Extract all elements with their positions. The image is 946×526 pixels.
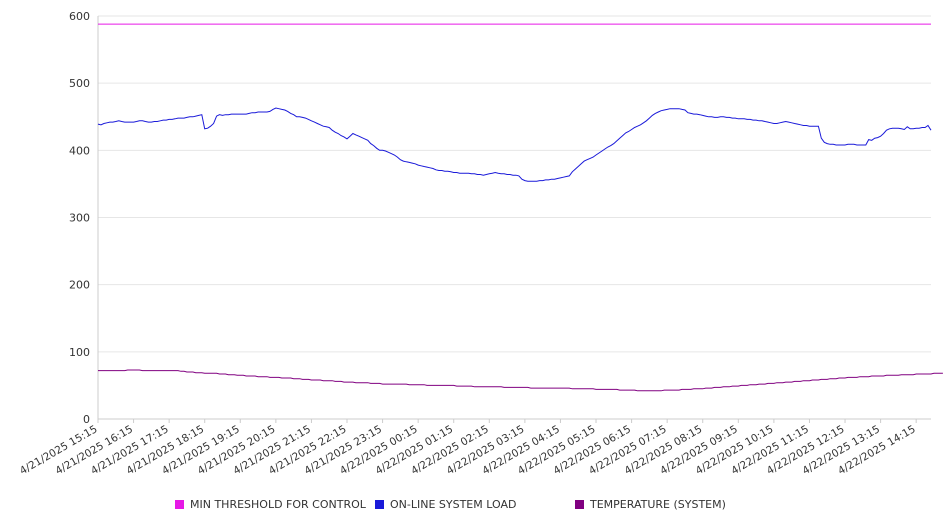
legend-item[interactable]: ON-LINE SYSTEM LOAD: [375, 498, 516, 511]
x-axis-tick-labels: 4/21/2025 15:154/21/2025 16:154/21/2025 …: [18, 419, 918, 477]
y-tick-label: 500: [69, 77, 90, 90]
y-tick-label: 100: [69, 346, 90, 359]
chart-legend: MIN THRESHOLD FOR CONTROL ON-LINE SYSTEM…: [0, 498, 946, 512]
series-line: [97, 107, 932, 182]
y-tick-label: 200: [69, 279, 90, 292]
legend-swatch: [375, 500, 384, 509]
y-tick-label: 0: [83, 413, 90, 426]
y-axis-tick-labels: 0 100 200 300 400 500 600: [69, 10, 90, 426]
series-lines: [97, 23, 943, 392]
legend-swatch: [175, 500, 184, 509]
legend-item[interactable]: TEMPERATURE (SYSTEM): [575, 498, 726, 511]
legend-label: ON-LINE SYSTEM LOAD: [390, 498, 517, 511]
legend-swatch: [575, 500, 584, 509]
y-tick-label: 600: [69, 10, 90, 23]
legend-item[interactable]: MIN THRESHOLD FOR CONTROL: [175, 498, 366, 511]
series-line: [98, 369, 943, 392]
legend-label: MIN THRESHOLD FOR CONTROL: [190, 498, 366, 511]
legend-label: TEMPERATURE (SYSTEM): [590, 498, 726, 511]
gridlines: [98, 15, 931, 353]
y-tick-label: 400: [69, 144, 90, 157]
y-tick-label: 300: [69, 212, 90, 225]
